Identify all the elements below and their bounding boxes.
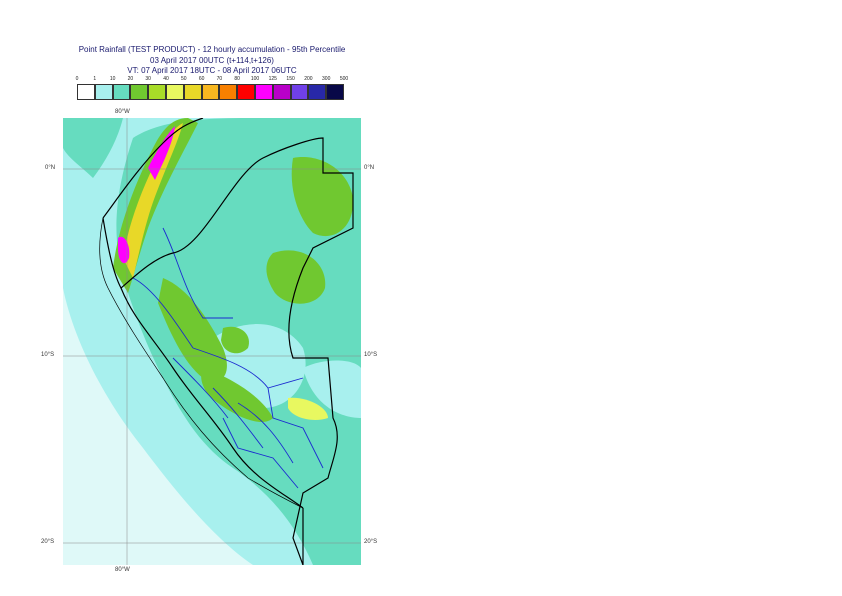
lat-label-20-left: 20°S xyxy=(41,539,55,545)
legend-swatch xyxy=(166,84,184,100)
legend-tick: 150 xyxy=(286,76,295,82)
legend-tick: 100 xyxy=(250,76,260,82)
legend-tick: 0 xyxy=(75,76,79,82)
legend-swatch xyxy=(326,84,344,100)
lon-label-top: 80°W xyxy=(115,109,130,115)
map-title-line2: 03 April 2017 00UTC (t+114,t+126) xyxy=(150,56,274,65)
legend-swatch xyxy=(237,84,255,100)
east-low-rain xyxy=(303,360,361,418)
south-andes-rain xyxy=(201,368,273,423)
andes-nw-rain-50-60 xyxy=(123,123,183,278)
legend-tick: 30 xyxy=(145,76,151,82)
map-title-line3: VT: 07 April 2017 18UTC - 08 April 2017 … xyxy=(127,66,297,75)
legend-swatch xyxy=(255,84,273,100)
central-rain-20-30 xyxy=(221,326,249,354)
coastline xyxy=(99,217,304,509)
legend-tick: 300 xyxy=(322,76,331,82)
legend-swatch xyxy=(201,84,220,100)
legend-tick: 60 xyxy=(198,76,205,82)
legend-tick: 10 xyxy=(109,76,116,82)
legend-swatch xyxy=(94,84,113,100)
legend-tick: 125 xyxy=(268,76,277,82)
legend-tick: 1 xyxy=(93,76,97,82)
lat-label-10-left: 10°S xyxy=(41,352,55,358)
legend-swatch xyxy=(308,84,327,100)
nw-rain-10-20 xyxy=(63,118,123,178)
legend-tick: 40 xyxy=(163,76,169,82)
andes-nw-rain-100-125 xyxy=(148,126,175,180)
legend-swatch xyxy=(272,84,291,100)
lon-label-bottom: 80°W xyxy=(115,567,130,573)
region-borders xyxy=(132,227,324,489)
south-rain-40-50 xyxy=(288,397,328,420)
lat-label-10-right: 10°S xyxy=(364,352,378,358)
legend-tick: 20 xyxy=(127,76,134,82)
map-title-line1: Point Rainfall (TEST PRODUCT) - 12 hourl… xyxy=(78,45,346,54)
legend-swatch xyxy=(183,84,202,100)
legend-tick: 50 xyxy=(181,76,187,82)
nw-core-rain-100-125 xyxy=(118,236,130,264)
ne-rain-20-30 xyxy=(291,157,354,237)
legend-swatch xyxy=(130,84,149,100)
legend-swatch xyxy=(290,84,309,100)
lat-label-0-right: 0°N xyxy=(364,165,375,171)
legend-swatch xyxy=(112,84,131,100)
legend-swatch xyxy=(77,84,95,100)
rainfall-map: 80°W 80°W 0°N 0°N 10°S 10°S 20°S 20°S xyxy=(41,109,377,573)
legend-swatch xyxy=(148,84,166,100)
graticule xyxy=(63,118,361,565)
legend-tick: 200 xyxy=(304,76,313,82)
country-borders xyxy=(102,117,354,566)
legend-tick: 70 xyxy=(216,76,223,82)
legend-tick: 80 xyxy=(234,76,240,82)
lat-label-20-right: 20°S xyxy=(364,539,378,545)
east-rain-20-30 xyxy=(266,250,326,304)
ocean-light-band xyxy=(63,288,253,565)
andes-rain-20-30 xyxy=(158,278,227,382)
lat-label-0-left: 0°N xyxy=(45,165,56,171)
map-canvas xyxy=(63,117,361,566)
legend-swatch xyxy=(219,84,238,100)
legend-tick: 500 xyxy=(339,76,349,82)
